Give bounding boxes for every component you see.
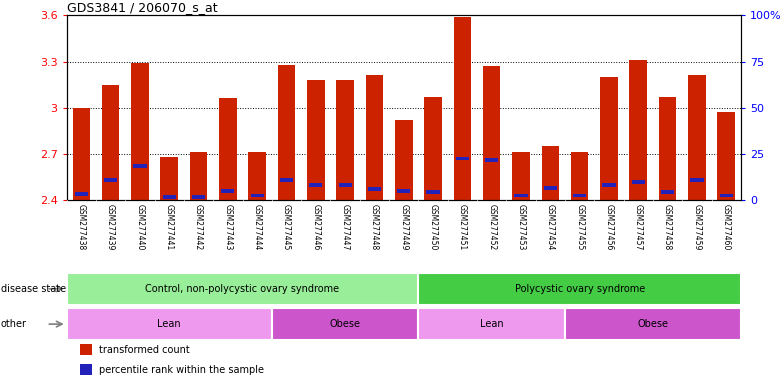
Bar xyxy=(131,63,149,200)
Bar xyxy=(192,195,205,199)
Text: transformed count: transformed count xyxy=(99,345,190,355)
Bar xyxy=(80,364,93,375)
Text: GSM277444: GSM277444 xyxy=(252,204,262,250)
Bar xyxy=(67,308,272,340)
Text: GSM277443: GSM277443 xyxy=(223,204,232,250)
Bar xyxy=(219,98,237,200)
Bar xyxy=(456,157,469,161)
Bar xyxy=(419,308,565,340)
Bar xyxy=(368,187,381,191)
Text: GSM277456: GSM277456 xyxy=(604,204,613,250)
Bar xyxy=(661,190,674,194)
Text: GSM277453: GSM277453 xyxy=(517,204,525,250)
Bar xyxy=(512,152,530,200)
Bar xyxy=(602,183,615,187)
Text: Lean: Lean xyxy=(158,319,181,329)
Bar xyxy=(514,194,528,197)
Text: GSM277438: GSM277438 xyxy=(77,204,85,250)
Text: GSM277449: GSM277449 xyxy=(399,204,408,250)
Bar xyxy=(339,183,352,187)
Bar xyxy=(565,308,741,340)
Text: GSM277441: GSM277441 xyxy=(165,204,174,250)
Text: GSM277457: GSM277457 xyxy=(633,204,643,250)
Text: GSM277439: GSM277439 xyxy=(106,204,115,250)
Text: Obese: Obese xyxy=(637,319,669,329)
Text: disease state: disease state xyxy=(1,284,66,294)
Bar xyxy=(397,189,410,193)
Bar xyxy=(280,178,293,182)
Text: GDS3841 / 206070_s_at: GDS3841 / 206070_s_at xyxy=(67,1,217,14)
Text: GSM277445: GSM277445 xyxy=(282,204,291,250)
Bar xyxy=(80,344,93,355)
Bar xyxy=(102,84,119,200)
Bar xyxy=(720,194,733,197)
Bar xyxy=(485,158,499,162)
Bar xyxy=(419,273,741,305)
Text: Lean: Lean xyxy=(480,319,503,329)
Text: GSM277447: GSM277447 xyxy=(340,204,350,250)
Bar xyxy=(221,189,234,193)
Text: GSM277455: GSM277455 xyxy=(575,204,584,250)
Bar xyxy=(571,152,589,200)
Text: Polycystic ovary syndrome: Polycystic ovary syndrome xyxy=(514,284,644,294)
Bar xyxy=(336,80,354,200)
Bar xyxy=(426,190,440,194)
Text: Obese: Obese xyxy=(329,319,361,329)
Bar xyxy=(483,66,500,200)
Text: Control, non-polycystic ovary syndrome: Control, non-polycystic ovary syndrome xyxy=(146,284,339,294)
Bar xyxy=(278,65,296,200)
Bar xyxy=(542,146,559,200)
Bar xyxy=(190,152,207,200)
Bar xyxy=(67,273,419,305)
Text: GSM277442: GSM277442 xyxy=(194,204,203,250)
Bar xyxy=(365,75,383,200)
Bar xyxy=(454,17,471,200)
Bar xyxy=(104,178,118,182)
Text: GSM277440: GSM277440 xyxy=(136,204,144,250)
Bar xyxy=(133,164,147,168)
Text: GSM277448: GSM277448 xyxy=(370,204,379,250)
Bar xyxy=(162,195,176,199)
Bar xyxy=(72,108,90,200)
Text: other: other xyxy=(1,319,27,329)
Bar xyxy=(251,194,263,197)
Bar xyxy=(272,308,419,340)
Bar xyxy=(690,178,703,182)
Bar xyxy=(307,80,325,200)
Text: GSM277450: GSM277450 xyxy=(429,204,437,250)
Bar xyxy=(717,113,735,200)
Text: GSM277458: GSM277458 xyxy=(663,204,672,250)
Text: percentile rank within the sample: percentile rank within the sample xyxy=(99,365,264,375)
Bar xyxy=(544,186,557,190)
Text: GSM277446: GSM277446 xyxy=(311,204,321,250)
Bar xyxy=(601,77,618,200)
Bar xyxy=(161,157,178,200)
Text: GSM277454: GSM277454 xyxy=(546,204,555,250)
Bar xyxy=(309,183,322,187)
Bar xyxy=(632,180,645,184)
Bar xyxy=(424,97,442,200)
Text: GSM277460: GSM277460 xyxy=(722,204,731,250)
Bar xyxy=(659,97,677,200)
Text: GSM277459: GSM277459 xyxy=(692,204,702,250)
Bar xyxy=(573,194,586,197)
Bar xyxy=(395,120,412,200)
Text: GSM277451: GSM277451 xyxy=(458,204,467,250)
Bar xyxy=(688,75,706,200)
Bar xyxy=(630,60,647,200)
Bar xyxy=(249,152,266,200)
Text: GSM277452: GSM277452 xyxy=(487,204,496,250)
Bar xyxy=(74,192,88,196)
